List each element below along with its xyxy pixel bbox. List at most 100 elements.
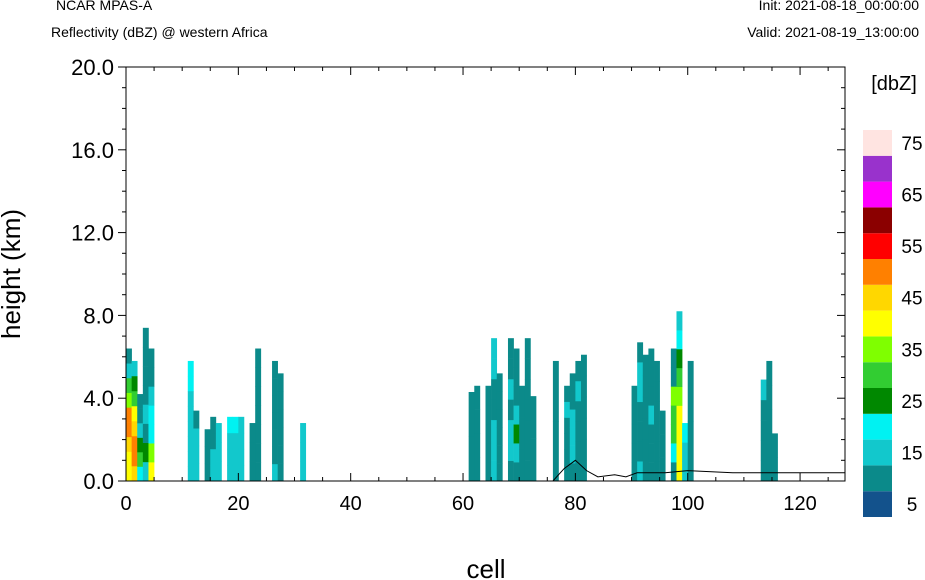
reflectivity-cell [126,466,132,482]
reflectivity-cell [137,408,144,424]
reflectivity-cell [524,440,531,461]
reflectivity-cell [519,417,526,450]
reflectivity-cell [530,438,537,482]
reflectivity-cell [760,460,767,482]
reflectivity-cell [580,417,587,440]
init-time: Init: 2021-08-18_00:00:00 [758,0,919,13]
reflectivity-cell [580,438,587,461]
reflectivity-cell [496,409,503,428]
colorbar-swatch [863,284,892,311]
colorbar-swatch [863,310,892,337]
reflectivity-cell [210,464,217,482]
reflectivity-cell [682,442,689,462]
reflectivity-cell [760,399,767,421]
reflectivity-cell [524,399,531,421]
reflectivity-cell [187,420,194,437]
reflectivity-cell [496,463,503,482]
reflectivity-cell [524,419,531,441]
reflectivity-cells [126,311,778,482]
reflectivity-cell [468,436,475,482]
reflectivity-cell [272,395,278,413]
reflectivity-cell [564,433,571,450]
reflectivity-cell [654,460,660,482]
reflectivity-cell [137,466,144,482]
reflectivity-cell [771,457,778,482]
reflectivity-cell [474,433,481,458]
reflectivity-cell [631,404,638,425]
x-tick-label: 100 [671,493,704,515]
reflectivity-cell [474,457,481,482]
reflectivity-cell [631,461,638,482]
reflectivity-cell [682,423,689,443]
axis-tick-labels: 0 20 40 60 80 100 120 0.0 4.0 8.0 12.0 16.0 20.0 [71,55,817,515]
reflectivity-cell [187,360,194,377]
colorbar-label: 45 [901,289,922,310]
reflectivity-cell [575,420,582,442]
reflectivity-cell [485,385,492,406]
reflectivity-cell [215,423,222,443]
reflectivity-cell [564,417,571,434]
reflectivity-cell [766,360,773,386]
reflectivity-cell [642,417,649,440]
reflectivity-cell [552,360,559,422]
reflectivity-cell [670,424,677,444]
reflectivity-cell [232,464,239,482]
reflectivity-cell [642,438,649,461]
reflectivity-cell [569,391,576,410]
reflectivity-cell [277,463,284,482]
reflectivity-cell [648,367,655,387]
reflectivity-cell [524,460,531,482]
reflectivity-cell [766,384,773,410]
reflectivity-cell [485,442,492,463]
reflectivity-cell [485,461,492,482]
reflectivity-cell [249,423,256,443]
reflectivity-cell [227,448,234,466]
reflectivity-cell [227,464,234,482]
reflectivity-cell [148,443,155,463]
reflectivity-cell [193,445,200,464]
reflectivity-cell [148,405,155,425]
colorbar-label: 5 [907,495,918,516]
reflectivity-cell [648,386,655,406]
reflectivity-cell [491,460,498,482]
valid-time: Valid: 2021-08-19_13:00:00 [747,24,919,40]
reflectivity-cell [277,427,284,446]
reflectivity-cell [148,348,155,368]
reflectivity-cell [760,379,767,401]
reflectivity-cell [255,443,262,463]
reflectivity-cell [687,360,694,422]
reflectivity-cell [637,421,644,442]
reflectivity-cell [496,391,503,410]
x-axis-label: cell [466,554,505,580]
reflectivity-cell [485,404,492,425]
reflectivity-cell [204,446,211,465]
reflectivity-cell [637,362,644,383]
reflectivity-cell [142,385,149,405]
reflectivity-cell [766,456,773,482]
y-tick-label: 4.0 [83,386,114,411]
reflectivity-cell [300,423,307,443]
y-axis-label: height (km) [0,209,26,339]
terrain-group [126,459,845,482]
reflectivity-cell [580,396,587,419]
reflectivity-cell [272,378,278,396]
y-tick-label: 0.0 [83,469,114,494]
colorbar-swatch [863,130,892,156]
x-tick-label: 0 [120,493,131,515]
y-tick-label: 16.0 [71,138,114,163]
reflectivity-cell [670,443,677,463]
reflectivity-cell [676,424,683,444]
reflectivity-cell [215,442,222,462]
reflectivity-cell [642,459,649,482]
reflectivity-cell [491,338,498,359]
reflectivity-cell [569,409,576,428]
reflectivity-cell [530,396,537,439]
reflectivity-cell [687,420,694,482]
colorbar-swatch [863,259,892,285]
reflectivity-cell [670,386,677,406]
reflectivity-cell [659,457,666,482]
terrain-line [126,459,845,482]
reflectivity-cell [496,373,503,392]
y-tick-label: 8.0 [83,303,114,328]
